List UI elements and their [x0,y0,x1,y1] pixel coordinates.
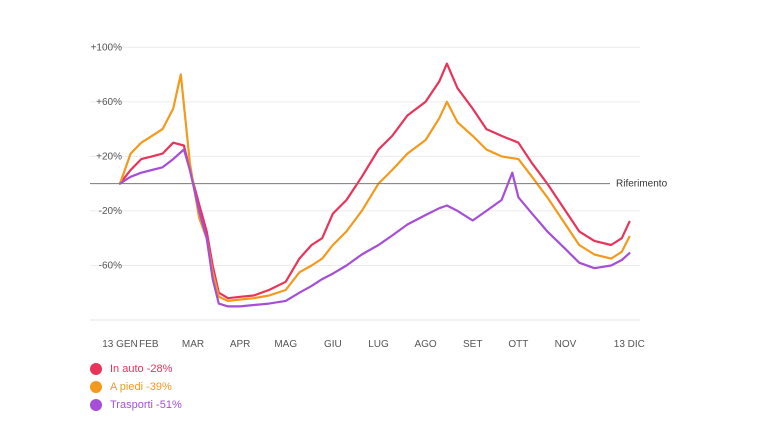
y-tick-label-0: +100% [91,42,123,53]
legend-dot-icon [90,381,102,393]
reference-line-group: Riferimento [90,179,668,190]
x-tick-label-11: 13 DIC [614,339,645,350]
x-tick-label-9: OTT [508,339,528,350]
legend-dot-icon [90,399,102,411]
x-axis-tick-labels: 13 GEN FEB MAR APR MAG GIU LUG AGO SET OTT NOV 13 D… [102,339,645,350]
x-tick-label-6: LUG [368,339,389,350]
legend-label-in-auto: In auto -28% [110,363,173,375]
series-lines [118,62,631,308]
y-tick-label-4: -60% [99,260,122,271]
legend: In auto -28% A piedi -39% Trasporti -51% [90,360,182,414]
reference-label: Riferimento [616,179,668,190]
legend-label-a-piedi: A piedi -39% [110,381,172,393]
x-tick-label-5: GIU [324,339,342,350]
y-axis-tick-labels: +100% +60% +20% -20% -60% [91,42,123,271]
legend-label-trasporti: Trasporti -51% [110,399,182,411]
legend-item-trasporti[interactable]: Trasporti -51% [90,396,182,414]
series-line-a-piedi[interactable] [118,73,631,302]
x-tick-label-10: NOV [555,339,577,350]
x-tick-label-0: 13 GEN [102,339,138,350]
x-tick-label-4: MAG [274,339,297,350]
y-tick-label-1: +60% [96,97,122,108]
legend-dot-icon [90,363,102,375]
y-tick-label-2: +20% [96,151,122,162]
legend-item-a-piedi[interactable]: A piedi -39% [90,378,182,396]
series-line-trasporti[interactable] [118,148,631,308]
x-tick-label-8: SET [463,339,482,350]
grid-lines [90,46,640,321]
x-tick-label-2: MAR [182,339,204,350]
legend-item-in-auto[interactable]: In auto -28% [90,360,182,378]
x-tick-label-7: AGO [414,339,436,350]
y-tick-label-3: -20% [99,206,122,217]
x-tick-label-1: FEB [139,339,159,350]
series-line-in-auto[interactable] [118,62,631,300]
x-tick-label-3: APR [230,339,251,350]
